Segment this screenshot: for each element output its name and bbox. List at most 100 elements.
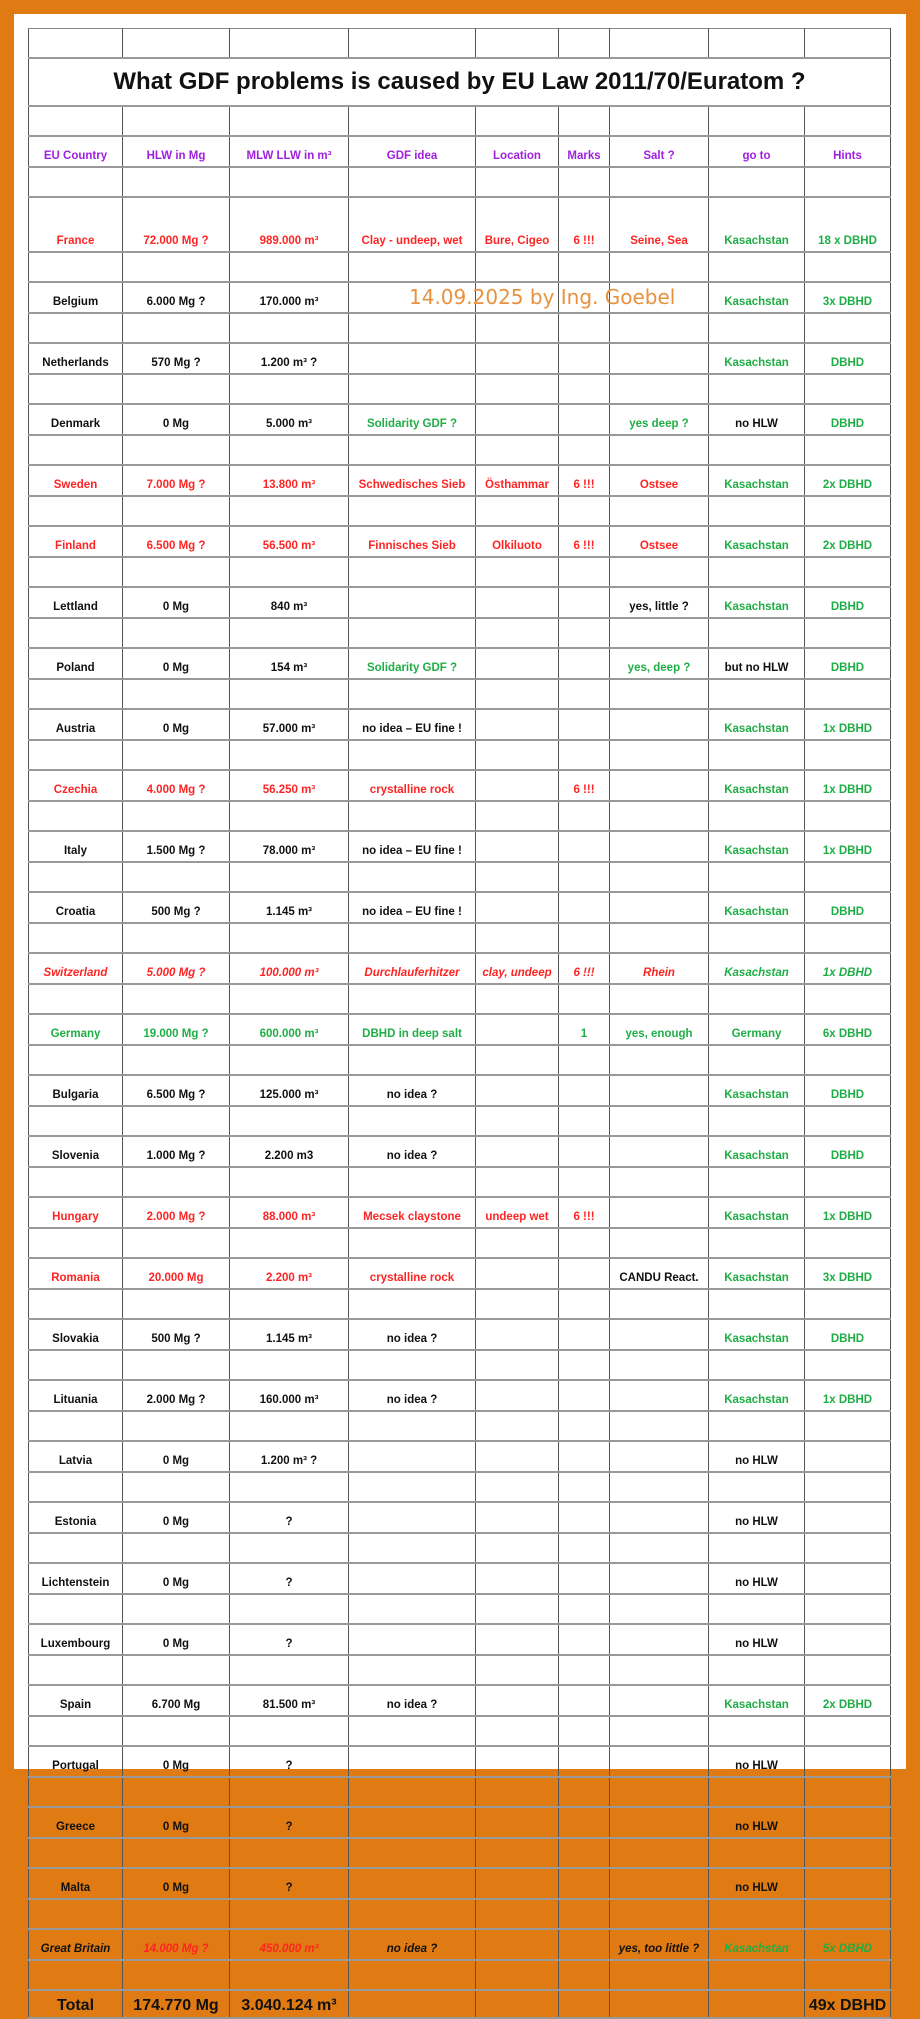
- empty-row: [28, 166, 891, 198]
- empty-cell: [28, 861, 123, 893]
- empty-cell: [229, 617, 349, 649]
- table-row: Spain 6.700 Mg 81.500 m³ no idea ? Kasachsta…: [28, 1684, 891, 1717]
- empty-cell: [348, 1593, 476, 1625]
- empty-cell: [609, 1288, 709, 1320]
- total-salt: [609, 1989, 709, 2019]
- table-row: Slovakia 500 Mg ? 1.145 m³ no idea ? Kasachs…: [28, 1318, 891, 1351]
- empty-cell: [475, 1654, 559, 1686]
- empty-cell: [804, 1105, 891, 1137]
- empty-cell: [609, 1898, 709, 1930]
- empty-cell: [708, 166, 805, 198]
- empty-cell: [28, 434, 123, 466]
- empty-row: [28, 434, 891, 466]
- cell-gdf-idea: [348, 281, 476, 314]
- empty-cell: [609, 312, 709, 344]
- empty-cell: [348, 1471, 476, 1503]
- empty-cell: [28, 1654, 123, 1686]
- empty-row: [28, 312, 891, 344]
- cell-marks: 6 !!!: [558, 464, 610, 497]
- cell-marks: 6 !!!: [558, 952, 610, 985]
- cell-hlw: 0 Mg: [122, 403, 230, 436]
- header-hlw: HLW in Mg: [122, 135, 230, 168]
- cell-mlw-llw: 1.145 m³: [229, 891, 349, 924]
- empty-cell: [804, 1654, 891, 1686]
- cell-go-to: Kasachstan: [708, 952, 805, 985]
- empty-cell: [28, 373, 123, 405]
- empty-cell: [229, 28, 349, 59]
- empty-cell: [804, 556, 891, 588]
- empty-cell: [122, 434, 230, 466]
- cell-location: [475, 1318, 559, 1351]
- empty-cell: [475, 739, 559, 771]
- empty-cell: [28, 28, 123, 59]
- empty-cell: [28, 1959, 123, 1991]
- cell-go-to: no HLW: [708, 1867, 805, 1900]
- cell-mlw-llw: ?: [229, 1501, 349, 1534]
- empty-cell: [348, 1837, 476, 1869]
- table-row: Lichtenstein 0 Mg? no HLW: [28, 1562, 891, 1595]
- total-go-to: [708, 1989, 805, 2019]
- cell-marks: [558, 1684, 610, 1717]
- cell-hints: DBHD: [804, 342, 891, 375]
- cell-marks: [558, 891, 610, 924]
- empty-cell: [348, 434, 476, 466]
- cell-gdf-idea: no idea ?: [348, 1928, 476, 1961]
- empty-cell: [609, 1105, 709, 1137]
- empty-row: [28, 1105, 891, 1137]
- empty-cell: [28, 1715, 123, 1747]
- empty-cell: [348, 1532, 476, 1564]
- empty-cell: [609, 251, 709, 283]
- cell-hlw: 0 Mg: [122, 1745, 230, 1778]
- empty-cell: [804, 166, 891, 198]
- cell-mlw-llw: 125.000 m³: [229, 1074, 349, 1107]
- cell-gdf-idea: [348, 1745, 476, 1778]
- cell-hints: 1x DBHD: [804, 830, 891, 863]
- empty-cell: [122, 1959, 230, 1991]
- cell-mlw-llw: 5.000 m³: [229, 403, 349, 436]
- empty-cell: [348, 28, 476, 59]
- empty-cell: [348, 1227, 476, 1259]
- cell-hlw: 0 Mg: [122, 1806, 230, 1839]
- cell-mlw-llw: 56.250 m³: [229, 769, 349, 802]
- empty-cell: [348, 251, 476, 283]
- empty-row: [28, 1654, 891, 1686]
- cell-salt: yes, deep ?: [609, 647, 709, 680]
- empty-cell: [804, 312, 891, 344]
- cell-location: [475, 708, 559, 741]
- table-row: Romania 20.000 Mg 2.200 m³ crystalline rock…: [28, 1257, 891, 1290]
- cell-marks: [558, 1440, 610, 1473]
- empty-cell: [708, 1532, 805, 1564]
- empty-cell: [804, 678, 891, 710]
- cell-marks: [558, 403, 610, 436]
- empty-cell: [28, 1532, 123, 1564]
- cell-salt: [609, 1196, 709, 1229]
- table-row: Slovenia 1.000 Mg ? 2.200 m3 no idea ? Kasac…: [28, 1135, 891, 1168]
- empty-cell: [348, 1288, 476, 1320]
- cell-country: Spain: [28, 1684, 123, 1717]
- cell-salt: CANDU React.: [609, 1257, 709, 1290]
- empty-cell: [558, 1166, 610, 1198]
- empty-cell: [558, 1227, 610, 1259]
- cell-salt: Seine, Sea: [609, 196, 709, 253]
- cell-hints: 1x DBHD: [804, 1379, 891, 1412]
- empty-cell: [609, 105, 709, 137]
- empty-cell: [122, 28, 230, 59]
- cell-gdf-idea: no idea ?: [348, 1379, 476, 1412]
- cell-hlw: 6.700 Mg: [122, 1684, 230, 1717]
- empty-cell: [558, 1593, 610, 1625]
- cell-mlw-llw: 160.000 m³: [229, 1379, 349, 1412]
- empty-row: [28, 556, 891, 588]
- empty-cell: [122, 861, 230, 893]
- total-country: Total: [28, 1989, 123, 2019]
- empty-cell: [229, 1593, 349, 1625]
- total-mlw-llw: 3.040.124 m³: [229, 1989, 349, 2019]
- cell-mlw-llw: ?: [229, 1623, 349, 1656]
- empty-cell: [229, 1349, 349, 1381]
- cell-go-to: no HLW: [708, 1562, 805, 1595]
- empty-cell: [229, 373, 349, 405]
- cell-hints: 5x DBHD: [804, 1928, 891, 1961]
- cell-salt: [609, 1867, 709, 1900]
- empty-cell: [348, 1715, 476, 1747]
- cell-marks: 6 !!!: [558, 196, 610, 253]
- cell-hlw: 570 Mg ?: [122, 342, 230, 375]
